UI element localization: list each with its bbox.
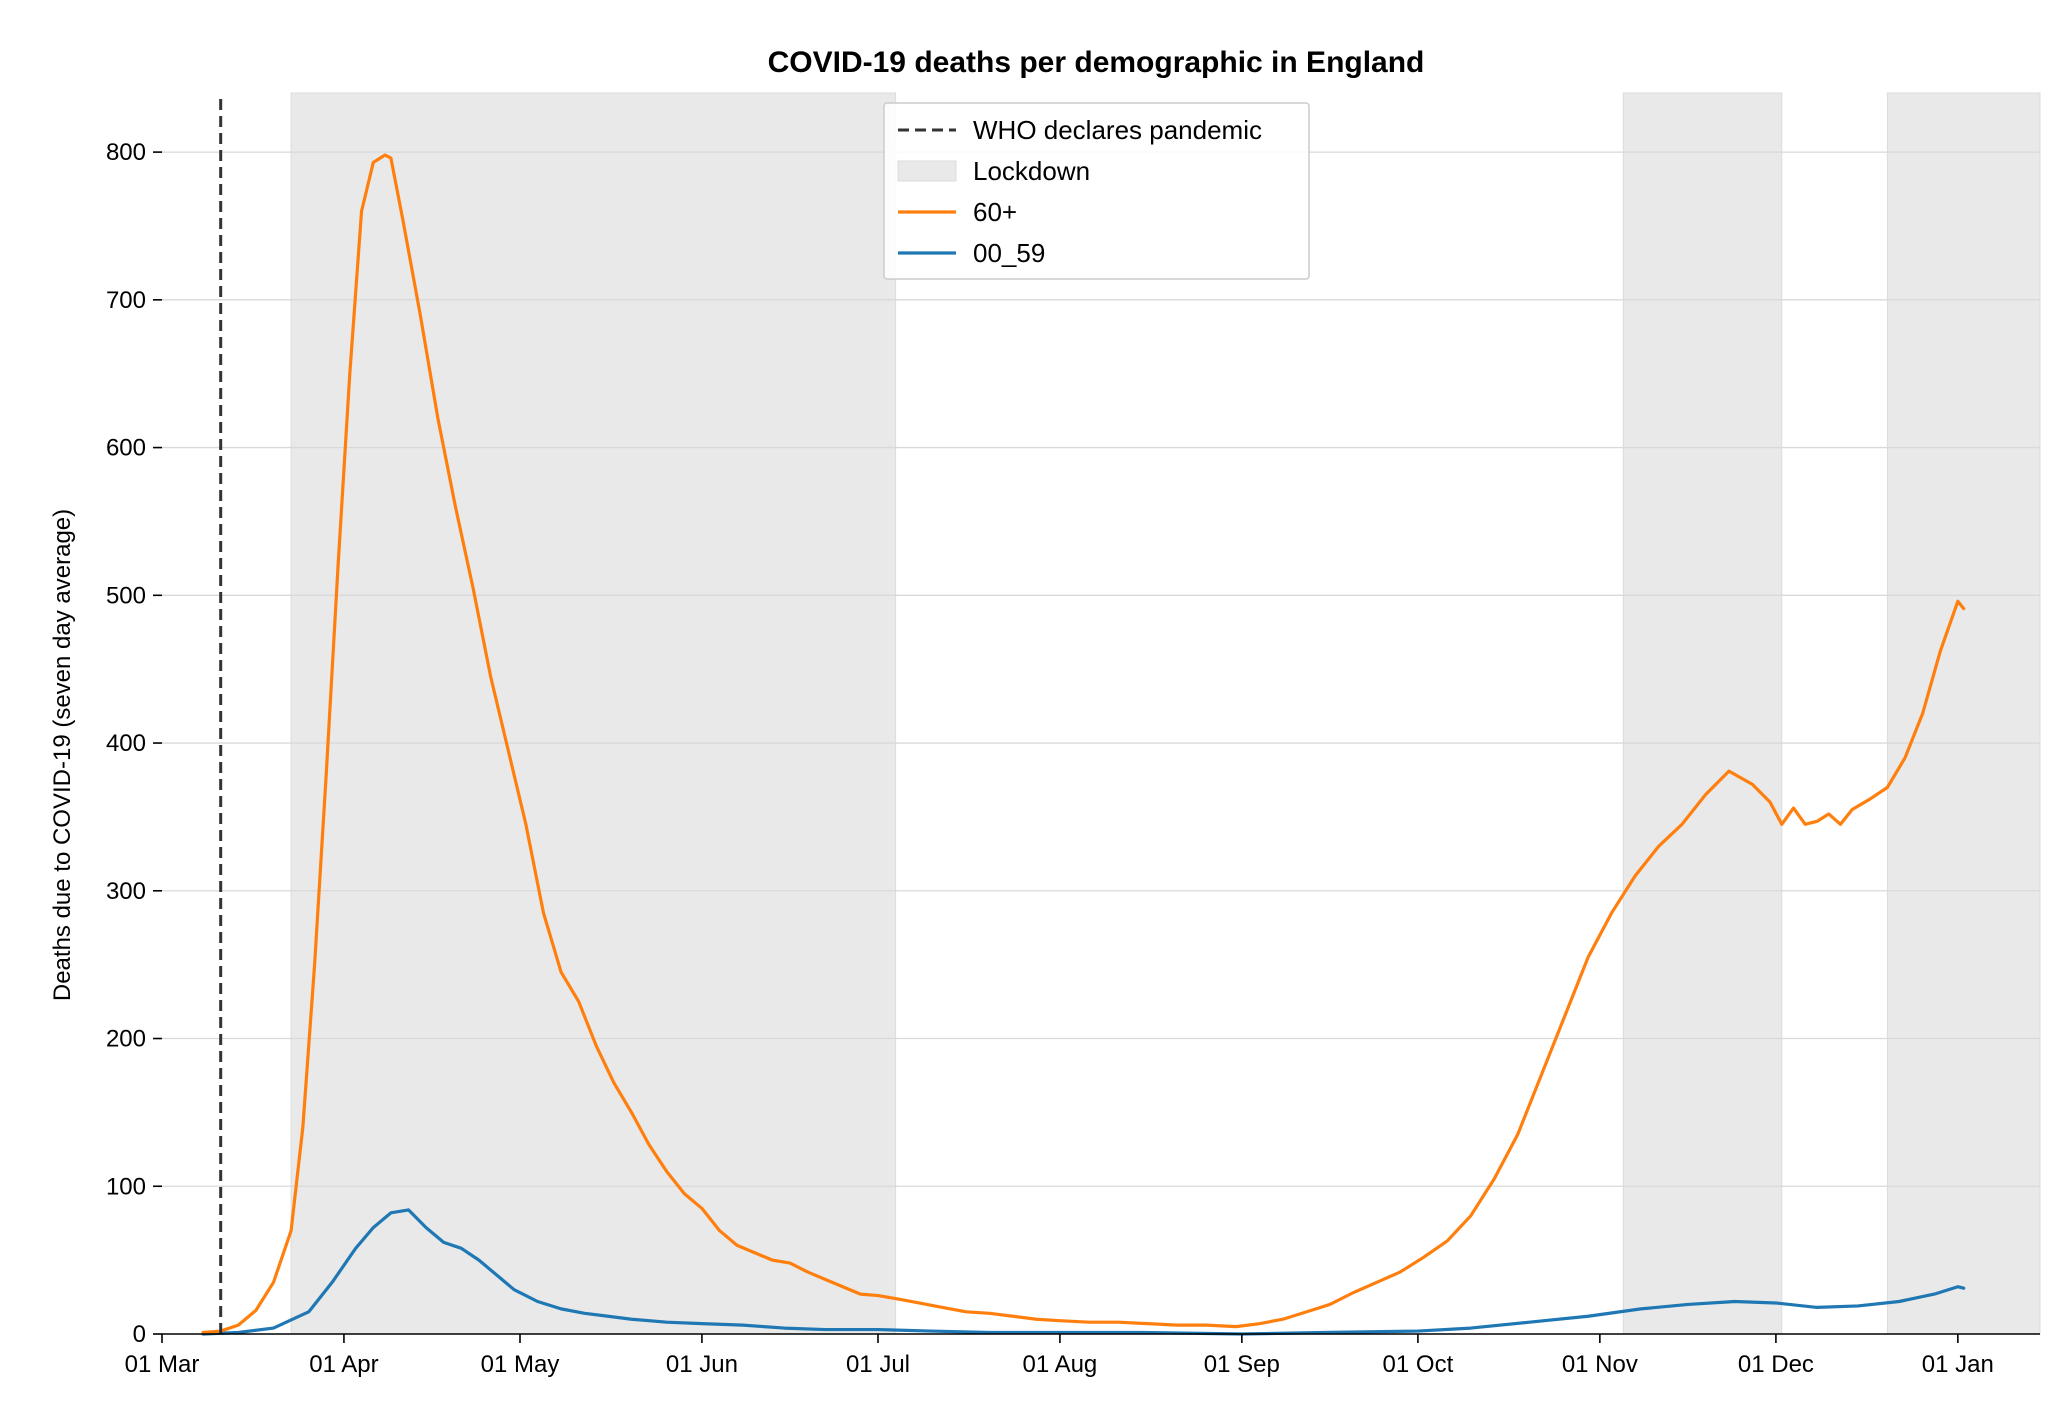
- x-tick-label-2020-03-01: 01 Mar: [125, 1351, 200, 1378]
- x-tick-label-2020-12-01: 01 Dec: [1738, 1351, 1814, 1378]
- y-tick-label-300: 300: [106, 878, 146, 905]
- x-tick-label-2020-04-01: 01 Apr: [309, 1351, 378, 1378]
- y-tick-label-500: 500: [106, 582, 146, 609]
- lockdown-band-1: [290, 92, 897, 1335]
- x-tick-label-2020-05-01: 01 May: [481, 1351, 560, 1378]
- chart-title: COVID-19 deaths per demographic in Engla…: [768, 46, 1425, 79]
- legend-series-00_59-label: 00_59: [973, 238, 1045, 268]
- x-tick-label-2020-10-01: 01 Oct: [1383, 1351, 1454, 1378]
- y-tick-label-700: 700: [106, 287, 146, 314]
- axes: 0 100 200 300 400 500 600 700 800 01 Mar 01 Apr 01 …: [106, 139, 2040, 1378]
- y-tick-label-100: 100: [106, 1173, 146, 1200]
- series-line-00_59: [201, 1208, 1966, 1336]
- x-tick-label-2021-01-01: 01 Jan: [1922, 1351, 1994, 1378]
- legend-lockdown-label: Lockdown: [973, 156, 1090, 186]
- series-line-60+: [201, 153, 1966, 1335]
- gridlines: [162, 151, 2040, 1187]
- y-axis-label: Deaths due to COVID-19 (seven day averag…: [49, 509, 76, 1001]
- x-tick-label-2020-06-01: 01 Jun: [666, 1351, 738, 1378]
- lockdown-band-3: [1886, 92, 2041, 1335]
- legend-pandemic-label: WHO declares pandemic: [973, 115, 1262, 145]
- x-tick-label-2020-08-01: 01 Aug: [1023, 1351, 1098, 1378]
- y-tick-label-400: 400: [106, 730, 146, 757]
- x-tick-label-2020-07-01: 01 Jul: [846, 1351, 910, 1378]
- series-lines: [201, 153, 1966, 1336]
- legend-series-60+-label: 60+: [973, 197, 1017, 227]
- legend: WHO declares pandemic Lockdown 60+ 00_59: [883, 102, 1310, 280]
- legend-box: [883, 102, 1310, 280]
- y-tick-label-200: 200: [106, 1026, 146, 1053]
- legend-lockdown-swatch: [897, 160, 957, 182]
- lockdown-band-2: [1622, 92, 1783, 1335]
- y-tick-label-0: 0: [133, 1321, 146, 1348]
- y-tick-label-600: 600: [106, 435, 146, 462]
- x-tick-label-2020-11-01: 01 Nov: [1562, 1351, 1638, 1378]
- x-tick-label-2020-09-01: 01 Sep: [1204, 1351, 1280, 1378]
- y-tick-label-800: 800: [106, 139, 146, 166]
